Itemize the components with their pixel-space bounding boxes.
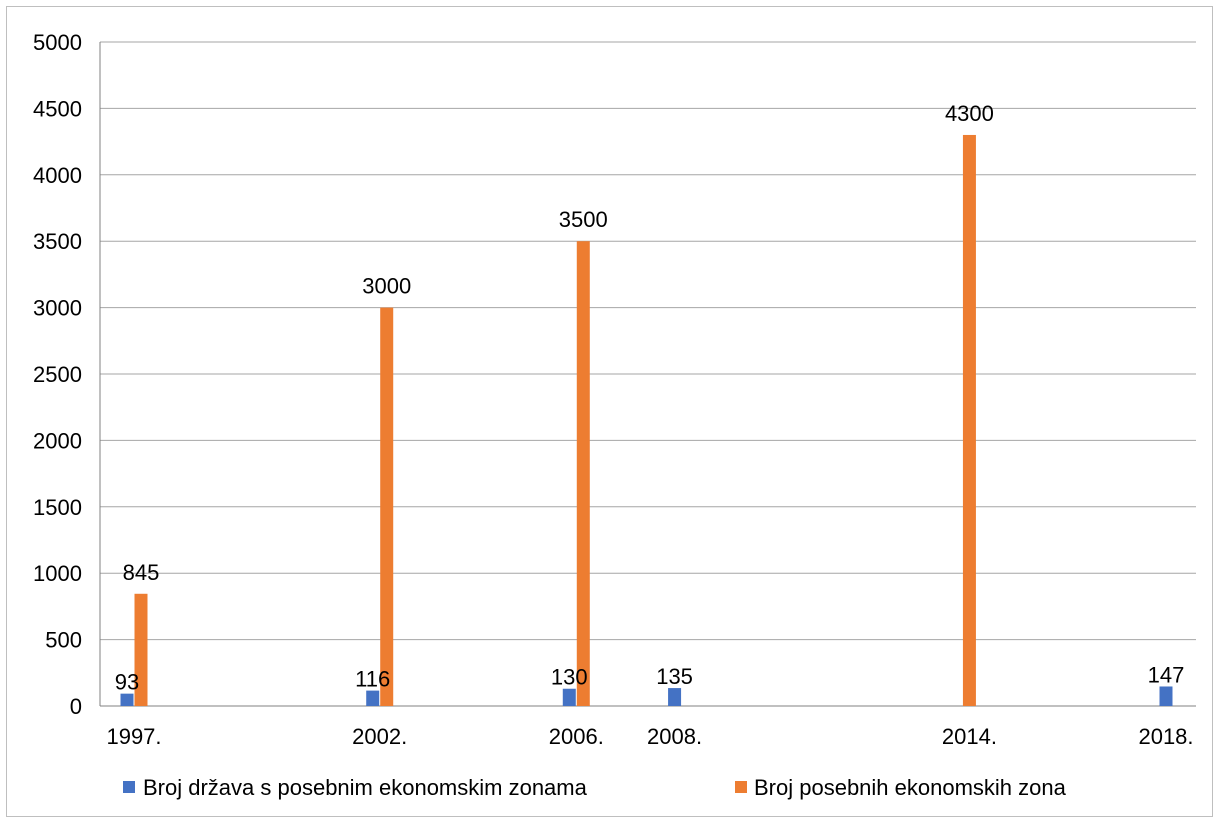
data-label: 116 bbox=[355, 667, 390, 692]
bar bbox=[134, 593, 148, 706]
bar bbox=[120, 693, 134, 706]
y-tick-label: 4000 bbox=[33, 163, 82, 188]
bar bbox=[366, 690, 380, 706]
y-tick-label: 1000 bbox=[33, 561, 82, 586]
bar bbox=[576, 241, 590, 706]
x-tick-label: 2008. bbox=[647, 724, 702, 749]
data-labels: 93 116 130 135 147 845 3000 3500 4300 bbox=[115, 101, 1185, 695]
bars bbox=[120, 134, 1173, 706]
x-tick-label: 1997. bbox=[106, 724, 161, 749]
chart-frame bbox=[6, 6, 1213, 817]
y-tick-label: 3500 bbox=[33, 229, 82, 254]
y-tick-label: 3000 bbox=[33, 296, 82, 321]
data-label: 3500 bbox=[559, 207, 608, 232]
bar bbox=[562, 688, 576, 706]
bar bbox=[668, 688, 682, 706]
data-label: 93 bbox=[115, 670, 139, 695]
legend: Broj država s posebnim ekonomskim zonama… bbox=[123, 775, 1067, 800]
x-tick-label: 2018. bbox=[1138, 724, 1193, 749]
y-tick-label: 2000 bbox=[33, 428, 82, 453]
y-tick-label: 4500 bbox=[33, 96, 82, 121]
x-tick-label: 2014. bbox=[942, 724, 997, 749]
y-tick-label: 1500 bbox=[33, 495, 82, 520]
bar bbox=[380, 307, 394, 706]
legend-swatch bbox=[735, 781, 747, 793]
data-label: 147 bbox=[1148, 662, 1185, 687]
y-tick-label: 0 bbox=[70, 694, 82, 719]
y-tick-label: 500 bbox=[45, 628, 82, 653]
y-tick-label: 5000 bbox=[33, 30, 82, 55]
gridlines bbox=[100, 41, 1196, 641]
x-tick-label: 2006. bbox=[549, 724, 604, 749]
x-tick-label: 2002. bbox=[352, 724, 407, 749]
axes: 0 500 1000 1500 2000 2500 3000 3500 4000 4500 5000… bbox=[33, 30, 1196, 749]
data-label: 135 bbox=[656, 664, 693, 689]
legend-swatch bbox=[123, 781, 135, 793]
legend-label: Broj država s posebnim ekonomskim zonama bbox=[143, 775, 588, 800]
y-tick-label: 2500 bbox=[33, 362, 82, 387]
bar bbox=[962, 134, 976, 706]
data-label: 130 bbox=[551, 665, 588, 690]
data-label: 4300 bbox=[945, 101, 994, 126]
bar bbox=[1159, 686, 1173, 706]
data-label: 845 bbox=[123, 560, 160, 585]
data-label: 3000 bbox=[362, 274, 411, 299]
legend-label: Broj posebnih ekonomskih zona bbox=[754, 775, 1067, 800]
